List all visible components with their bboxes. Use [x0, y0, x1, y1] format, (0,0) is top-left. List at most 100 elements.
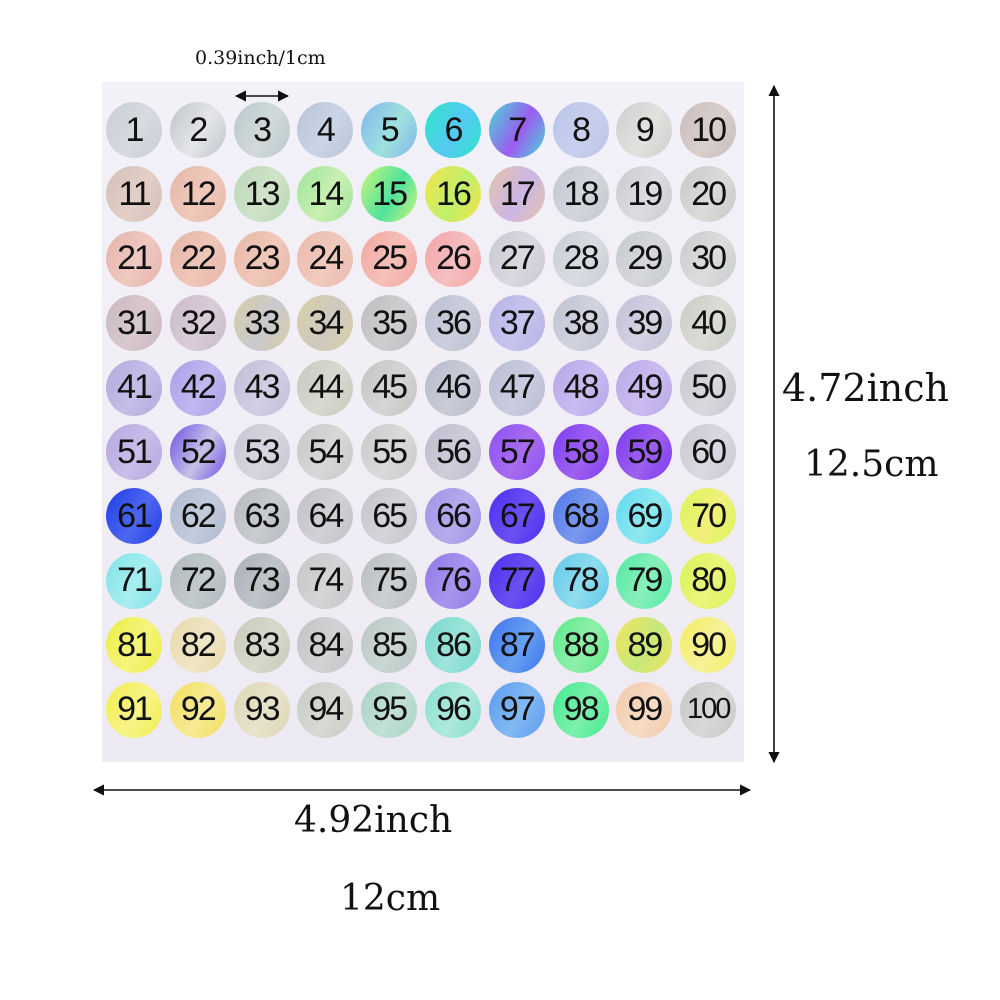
- number-sticker: 17: [488, 166, 545, 223]
- number-sticker: 45: [361, 359, 418, 416]
- number-sticker: 28: [552, 230, 609, 287]
- sticker-number: 39: [627, 303, 663, 342]
- number-sticker: 57: [488, 424, 545, 480]
- sticker-number: 10: [691, 110, 727, 149]
- sticker-number: 62: [180, 496, 217, 535]
- sticker-number: 23: [244, 239, 281, 278]
- number-sticker: 72: [169, 552, 226, 609]
- number-sticker: 2: [169, 102, 226, 158]
- number-sticker: 86: [425, 617, 481, 674]
- number-sticker: 59: [616, 424, 673, 480]
- sticker-number: 1: [125, 110, 145, 149]
- sticker-number: 75: [372, 561, 408, 600]
- sticker-number: 84: [308, 625, 344, 664]
- height-inch-label: 4.72inch: [782, 366, 949, 410]
- number-sticker: 44: [297, 359, 354, 416]
- sticker-number: 58: [563, 432, 600, 471]
- sticker-number: 31: [117, 303, 153, 342]
- number-sticker: 32: [169, 295, 226, 352]
- number-sticker: 53: [233, 424, 290, 480]
- sticker-number: 50: [691, 368, 727, 407]
- number-sticker: 34: [297, 295, 354, 352]
- sticker-number: 11: [118, 174, 151, 213]
- sticker-number: 6: [444, 110, 464, 149]
- number-sticker: 7: [488, 102, 545, 158]
- sticker-number: 24: [308, 239, 344, 278]
- number-sticker: 37: [488, 295, 545, 352]
- sticker-number: 81: [117, 625, 153, 664]
- number-sticker: 89: [616, 617, 673, 674]
- sticker-number: 18: [563, 174, 600, 213]
- number-sticker: 6: [425, 102, 481, 158]
- number-sticker: 11: [106, 166, 162, 223]
- sticker-number: 51: [117, 432, 153, 471]
- sticker-number: 91: [117, 690, 153, 729]
- sticker-number: 66: [436, 496, 472, 535]
- number-sticker: 42: [169, 359, 226, 416]
- number-sticker: 4: [297, 102, 354, 158]
- number-sticker: 33: [233, 295, 290, 352]
- sticker-number: 74: [308, 561, 344, 600]
- sticker-number: 13: [244, 174, 281, 213]
- sticker-number: 92: [180, 690, 217, 729]
- number-sticker: 90: [680, 617, 737, 674]
- sticker-number: 55: [372, 432, 408, 471]
- number-sticker: 36: [425, 295, 481, 352]
- sticker-number: 88: [563, 625, 600, 664]
- sticker-number: 14: [308, 174, 344, 213]
- sticker-number: 7: [508, 110, 527, 149]
- sticker-number: 22: [180, 239, 217, 278]
- number-sticker: 21: [106, 230, 162, 287]
- number-sticker: 79: [616, 552, 673, 609]
- sticker-number: 46: [436, 368, 472, 407]
- number-sticker: 26: [425, 230, 481, 287]
- sticker-number: 25: [372, 239, 408, 278]
- sticker-sheet: 1 2 3 4 5 6 7 8 9 10 11 12 13 14 15 16 17 18 19 20 21 22 23 24 2…: [102, 82, 744, 762]
- number-sticker: 23: [233, 230, 290, 287]
- sticker-number: 98: [563, 690, 600, 729]
- sticker-number: 77: [499, 561, 536, 600]
- sticker-number: 59: [627, 432, 663, 471]
- number-sticker: 84: [297, 617, 354, 674]
- number-sticker: 5: [361, 102, 418, 158]
- sticker-size-label: 0.39inch/1cm: [195, 47, 326, 69]
- sticker-number: 16: [436, 174, 472, 213]
- number-sticker: 50: [680, 359, 737, 416]
- sticker-number: 21: [117, 239, 153, 278]
- sticker-number: 54: [308, 432, 344, 471]
- number-sticker: 87: [488, 617, 545, 674]
- number-sticker: 69: [616, 488, 673, 545]
- number-sticker: 51: [106, 424, 162, 480]
- number-sticker: 71: [106, 552, 162, 609]
- sticker-number: 86: [436, 625, 472, 664]
- number-sticker: 46: [425, 359, 481, 416]
- number-sticker: 60: [680, 424, 737, 480]
- number-sticker: 12: [169, 166, 226, 223]
- sticker-number: 40: [691, 303, 727, 342]
- number-sticker: 76: [425, 552, 481, 609]
- sticker-number: 35: [372, 303, 408, 342]
- number-sticker: 14: [297, 166, 354, 223]
- sticker-number: 12: [180, 174, 217, 213]
- number-sticker: 30: [680, 230, 737, 287]
- sticker-number: 100: [686, 693, 731, 726]
- number-sticker: 81: [106, 617, 162, 674]
- sticker-number: 15: [372, 174, 408, 213]
- sticker-number: 70: [691, 496, 727, 535]
- number-sticker: 88: [552, 617, 609, 674]
- number-sticker: 83: [233, 617, 290, 674]
- sticker-number: 33: [244, 303, 281, 342]
- number-sticker: 96: [425, 681, 481, 738]
- sticker-number: 96: [436, 690, 472, 729]
- number-sticker: 3: [233, 102, 290, 158]
- sticker-number: 2: [189, 110, 208, 149]
- sticker-number: 20: [691, 174, 727, 213]
- number-sticker: 56: [425, 424, 481, 480]
- number-sticker: 68: [552, 488, 609, 545]
- sticker-number: 56: [436, 432, 472, 471]
- sticker-number: 97: [499, 690, 536, 729]
- number-sticker: 73: [233, 552, 290, 609]
- number-sticker: 22: [169, 230, 226, 287]
- sticker-number: 94: [308, 690, 344, 729]
- number-sticker: 27: [488, 230, 545, 287]
